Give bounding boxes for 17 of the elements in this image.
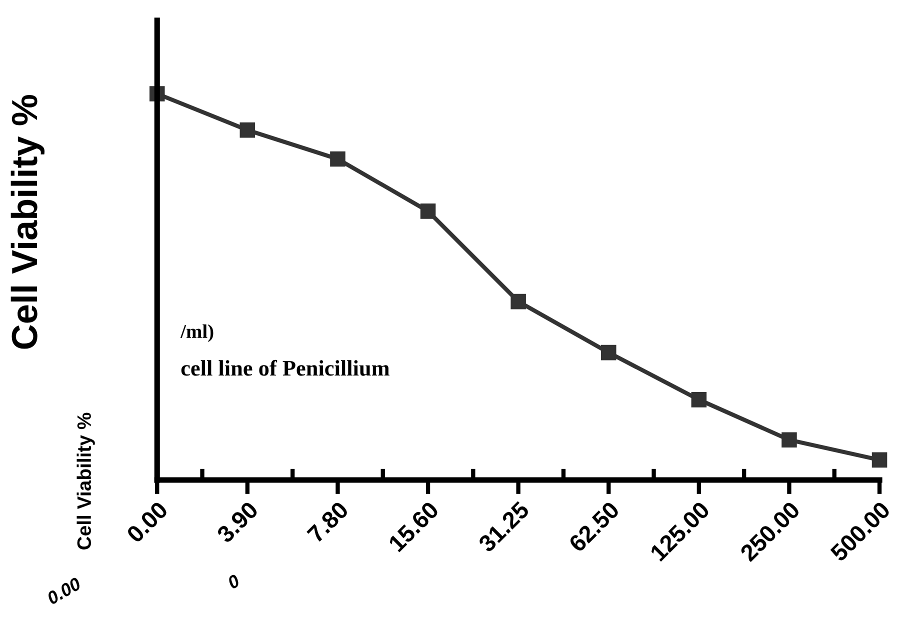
annotation: cell line of Penicillium bbox=[181, 360, 390, 376]
point bbox=[420, 204, 436, 219]
point bbox=[600, 344, 616, 360]
point bbox=[240, 122, 256, 138]
point bbox=[510, 294, 526, 310]
y-axis-title: Cell Viability % bbox=[10, 94, 44, 349]
x-tick-label: 7.80 bbox=[306, 500, 350, 544]
point bbox=[330, 151, 346, 167]
text: 0.00 bbox=[46, 576, 82, 605]
point bbox=[872, 452, 888, 468]
point bbox=[782, 432, 797, 448]
x-tick-label: 0.00 bbox=[126, 500, 169, 544]
annotation: /ml) bbox=[180, 324, 214, 342]
point bbox=[691, 392, 707, 408]
text: Cell Viability % bbox=[76, 412, 95, 550]
text: 0 bbox=[226, 574, 241, 590]
x-tick-label: 3.90 bbox=[216, 500, 260, 544]
